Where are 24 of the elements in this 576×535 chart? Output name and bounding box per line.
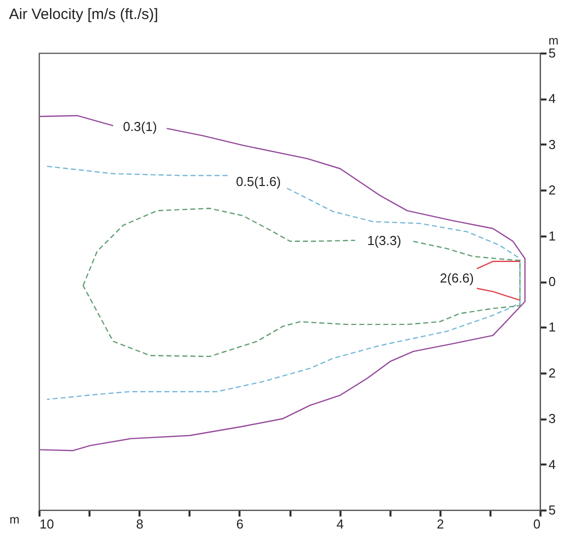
y-tick-label: 5 xyxy=(548,502,556,518)
x-tick-label: 6 xyxy=(236,516,244,532)
y-tick-label: 1 xyxy=(548,320,556,335)
series-label: 0.3(1) xyxy=(122,119,157,134)
y-tick-label: 0 xyxy=(548,274,556,289)
x-tick-label: 0 xyxy=(533,516,540,532)
y-tick-label: 1 xyxy=(548,228,556,244)
y-tick-label: 3 xyxy=(548,411,556,426)
y-tick-label: 2 xyxy=(548,182,556,198)
x-tick-label: 2 xyxy=(436,516,444,532)
series-label: 1(3.3) xyxy=(367,232,402,248)
series-label: 0.5(1.6) xyxy=(236,174,281,189)
y-tick-label: 5 xyxy=(548,46,556,60)
x-tick-label: 10 xyxy=(40,516,54,532)
x-tick-label: 4 xyxy=(336,516,344,532)
x-axis-title: m xyxy=(10,512,20,526)
y-tick-label: 2 xyxy=(548,365,556,380)
y-tick-label: 3 xyxy=(548,136,556,152)
y-axis-title: m xyxy=(548,34,558,48)
series-label: 2(6.6) xyxy=(440,270,474,286)
x-tick-label: 8 xyxy=(136,516,144,532)
y-tick-label: 4 xyxy=(548,91,556,106)
y-tick-label: 4 xyxy=(548,456,556,472)
chart-title: Air Velocity [m/s (ft./s)] xyxy=(9,6,158,23)
